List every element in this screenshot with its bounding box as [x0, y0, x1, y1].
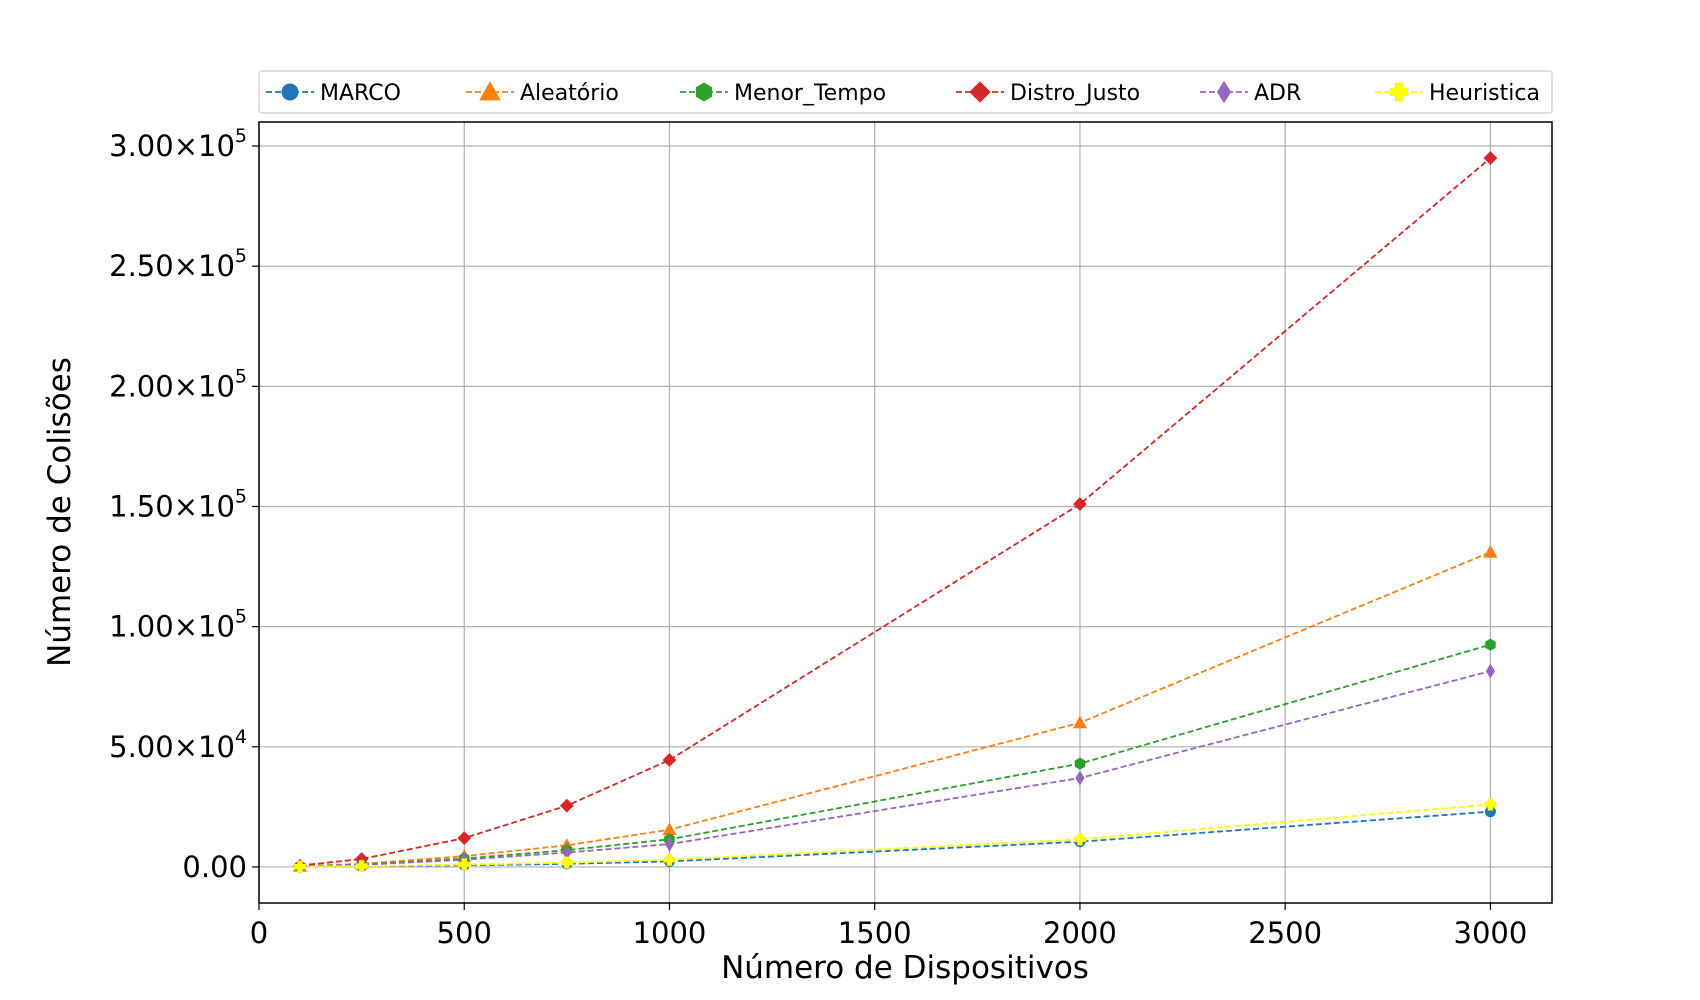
y-axis: 0.005.00×1041.00×1051.50×1052.00×1052.50… — [109, 125, 259, 884]
legend-item: Aleatório — [466, 81, 619, 106]
y-tick-label: 5.00×104 — [109, 726, 247, 764]
data-point — [1484, 798, 1497, 811]
y-tick-mantissa: 1.50×10 — [109, 489, 235, 523]
data-point — [1485, 638, 1496, 651]
legend-item: Menor_Tempo — [680, 81, 886, 106]
y-tick-mantissa: 3.00×10 — [109, 129, 235, 163]
x-tick-label: 3000 — [1454, 916, 1528, 950]
data-point — [294, 860, 307, 873]
y-tick-label: 3.00×105 — [109, 125, 247, 163]
data-point — [1485, 663, 1496, 679]
x-axis: 0 500 1000 1500 2000 2500 3000 — [250, 903, 1528, 950]
x-axis-title: Número de Dispositivos — [721, 950, 1089, 986]
data-point — [458, 858, 471, 871]
data-point — [1073, 497, 1087, 511]
data-point — [355, 860, 368, 873]
y-tick-mantissa: 2.00×10 — [109, 369, 235, 403]
y-tick-mantissa: 5.00×10 — [109, 730, 235, 764]
x-tick-label: 0 — [250, 916, 268, 950]
legend-marker — [479, 81, 501, 101]
series-aleat-rio — [292, 544, 1498, 872]
data-point — [1483, 151, 1498, 165]
data-point — [664, 836, 675, 852]
series-line — [300, 803, 1491, 868]
y-tick-exponent: 5 — [235, 245, 247, 267]
data-point — [457, 831, 472, 846]
legend-label: MARCO — [320, 81, 401, 106]
x-tick-label: 2000 — [1043, 916, 1117, 950]
legend-marker — [1389, 82, 1409, 102]
legend-label: Distro_Justo — [1010, 81, 1140, 106]
data-point — [559, 798, 574, 813]
x-tick-label: 1000 — [633, 916, 707, 950]
series-adr — [295, 663, 1496, 874]
legend-item: ADR — [1200, 80, 1301, 106]
data-point — [1075, 770, 1085, 786]
legend-label: Menor_Tempo — [734, 81, 886, 106]
x-tick-label: 2500 — [1248, 916, 1322, 950]
y-tick-label: 2.00×105 — [109, 365, 247, 403]
legend: MARCO Aleatório Menor_Tempo Distro_Justo ADR… — [258, 70, 1553, 114]
y-tick-exponent: 4 — [235, 726, 247, 748]
x-tick-label: 1500 — [838, 916, 912, 950]
legend-label: ADR — [1254, 81, 1301, 106]
legend-marker — [969, 81, 991, 103]
series-line — [300, 670, 1491, 868]
legend-marker — [695, 82, 713, 102]
y-tick-exponent: 5 — [235, 365, 247, 387]
series-line — [299, 157, 1492, 867]
data-point — [1072, 715, 1088, 729]
y-tick-mantissa: 0.00 — [182, 850, 247, 884]
series-menor-tempo — [294, 638, 1496, 873]
data-point — [1073, 833, 1086, 846]
y-tick-exponent: 5 — [235, 125, 247, 147]
y-tick-label: 2.50×105 — [109, 245, 247, 283]
plot-frame — [258, 121, 1553, 904]
y-axis-title: Número de Colisões — [42, 357, 78, 667]
y-tick-mantissa: 2.50×10 — [109, 249, 235, 283]
series-distro-justo — [293, 151, 1498, 873]
legend-marker — [1217, 80, 1231, 104]
legend-label: Heuristica — [1429, 81, 1540, 106]
y-tick-label: 1.00×105 — [109, 606, 247, 644]
x-tick-label: 500 — [437, 916, 492, 950]
y-tick-exponent: 5 — [235, 485, 247, 507]
data-point — [1074, 757, 1086, 770]
data-point — [662, 753, 677, 767]
legend-item: Distro_Justo — [956, 81, 1140, 106]
data-point — [662, 822, 677, 836]
legend-item: Heuristica — [1375, 81, 1540, 106]
data-point — [1483, 544, 1498, 558]
series-layer — [292, 151, 1498, 874]
data-point — [663, 853, 676, 866]
y-tick-label: 0.00 — [182, 850, 247, 884]
y-tick-exponent: 5 — [235, 606, 247, 628]
legend-label: Aleatório — [520, 81, 619, 106]
series-marco — [294, 806, 1496, 873]
data-point — [560, 856, 573, 869]
grid — [258, 122, 1552, 903]
legend-frame — [258, 70, 1553, 114]
y-tick-mantissa: 1.00×10 — [109, 610, 235, 644]
y-tick-label: 1.50×105 — [109, 485, 247, 523]
series-heuristica — [294, 798, 1497, 873]
legend-item: MARCO — [266, 81, 401, 106]
legend-marker — [281, 83, 299, 101]
